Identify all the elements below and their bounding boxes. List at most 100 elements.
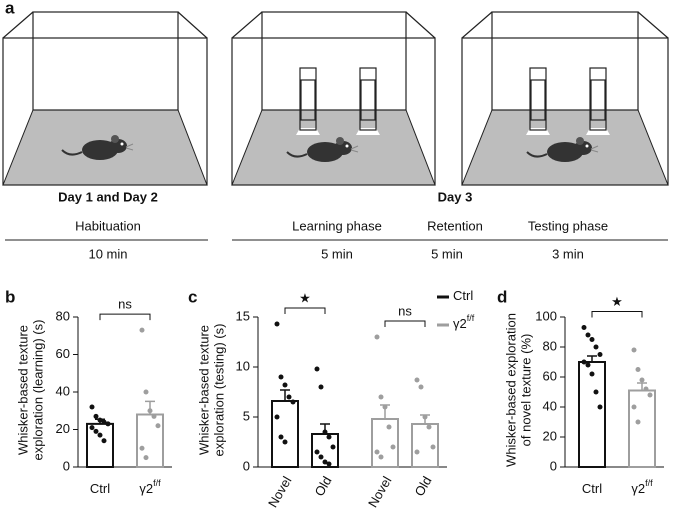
y-axis-label: of novel texture (%) (518, 334, 533, 447)
data-point (274, 414, 280, 420)
data-point (97, 417, 103, 423)
significance-label: ★ (611, 294, 623, 309)
data-point (143, 389, 149, 395)
y-axis-label: Whisker-based texture (196, 325, 211, 455)
data-point (93, 428, 99, 434)
y-tick-label: 40 (543, 398, 557, 413)
x-tick-label: Ctrl (582, 481, 602, 496)
data-point (326, 461, 332, 467)
y-tick-label: 60 (56, 346, 70, 361)
y-tick-label: 80 (543, 338, 557, 353)
data-point (585, 362, 591, 368)
data-point (151, 413, 157, 419)
x-tick-label: Old (411, 474, 434, 499)
duration-label: 5 min (431, 246, 463, 261)
data-point (593, 389, 599, 395)
arena (2, 11, 208, 186)
data-point (314, 366, 320, 372)
panel-label: d (497, 287, 507, 306)
data-point (378, 454, 384, 460)
data-point (378, 394, 384, 400)
duration-label: 10 min (88, 246, 127, 261)
legend-label: Ctrl (453, 288, 473, 303)
data-point (155, 423, 161, 429)
x-tick-label: Ctrl (582, 481, 602, 496)
arena (231, 11, 436, 186)
y-tick-label: 5 (243, 408, 250, 423)
y-tick-label: 15 (236, 308, 250, 323)
x-tick-label: Novel (265, 474, 295, 510)
significance-label: ns (398, 303, 412, 318)
legend-label: Ctrl (453, 288, 473, 303)
data-point (322, 429, 328, 435)
data-point (278, 434, 284, 440)
y-tick-label: 10 (236, 358, 250, 373)
x-tick-label: γ2f/f (139, 478, 161, 496)
bar (371, 418, 399, 468)
y-tick-label: 20 (56, 421, 70, 436)
legend-label: γ2 (453, 316, 467, 331)
bar (578, 361, 606, 468)
day-label: Day 3 (438, 189, 473, 204)
data-point (326, 434, 332, 440)
data-point (593, 344, 599, 350)
data-point (635, 367, 641, 372)
data-point (89, 404, 95, 410)
phase-label: Habituation (75, 218, 141, 233)
y-axis-label: exploration (learning) (s) (30, 320, 45, 461)
data-point (274, 321, 280, 327)
x-tick-label: γ2 (631, 481, 645, 496)
y-tick-label: 0 (243, 458, 250, 473)
bar (628, 389, 656, 468)
y-tick-label: 40 (56, 383, 70, 398)
data-point (318, 384, 324, 390)
significance-bracket (384, 320, 426, 327)
data-point (105, 421, 111, 427)
data-point (282, 382, 288, 388)
data-point (589, 371, 595, 377)
x-tick-label: Ctrl (90, 481, 110, 496)
data-point (97, 432, 103, 438)
data-point (589, 337, 595, 342)
significance-label: ns (118, 297, 132, 312)
data-point (414, 449, 420, 455)
data-point (374, 334, 380, 340)
data-point (430, 444, 436, 450)
data-point (143, 455, 149, 461)
y-axis-label: Whisker-based exploration (503, 313, 518, 467)
duration-label: 3 min (552, 246, 584, 261)
panel-label: c (188, 287, 197, 306)
x-tick-label: Old (311, 474, 334, 499)
duration-label: 5 min (321, 246, 353, 261)
significance-bracket (591, 311, 643, 318)
data-point (581, 359, 587, 365)
phase-label: Retention (427, 218, 483, 233)
y-axis-label: exploration (testing) (s) (211, 324, 226, 457)
legend-label-sup: f/f (467, 313, 475, 323)
data-point (139, 445, 145, 451)
data-point (597, 352, 603, 357)
data-point (139, 327, 145, 333)
y-tick-label: 0 (63, 458, 70, 473)
data-point (278, 374, 284, 380)
data-point (101, 438, 107, 444)
data-point (374, 449, 380, 455)
y-axis-label: Whisker-based texture (15, 325, 30, 455)
data-point (286, 394, 292, 400)
data-point (382, 404, 388, 410)
data-point (414, 377, 420, 383)
bar (86, 422, 114, 468)
significance-bracket (284, 307, 326, 314)
y-tick-label: 100 (535, 308, 557, 323)
data-point (597, 404, 603, 410)
x-tick-label: γ2f/f (631, 478, 653, 496)
data-point (639, 377, 645, 383)
data-point (147, 408, 153, 414)
data-point (585, 332, 591, 338)
data-point (581, 325, 587, 330)
significance-bracket (99, 313, 151, 321)
day-label: Day 1 and Day 2 (58, 189, 158, 204)
significance-label: ★ (299, 290, 311, 305)
data-point (322, 459, 328, 465)
